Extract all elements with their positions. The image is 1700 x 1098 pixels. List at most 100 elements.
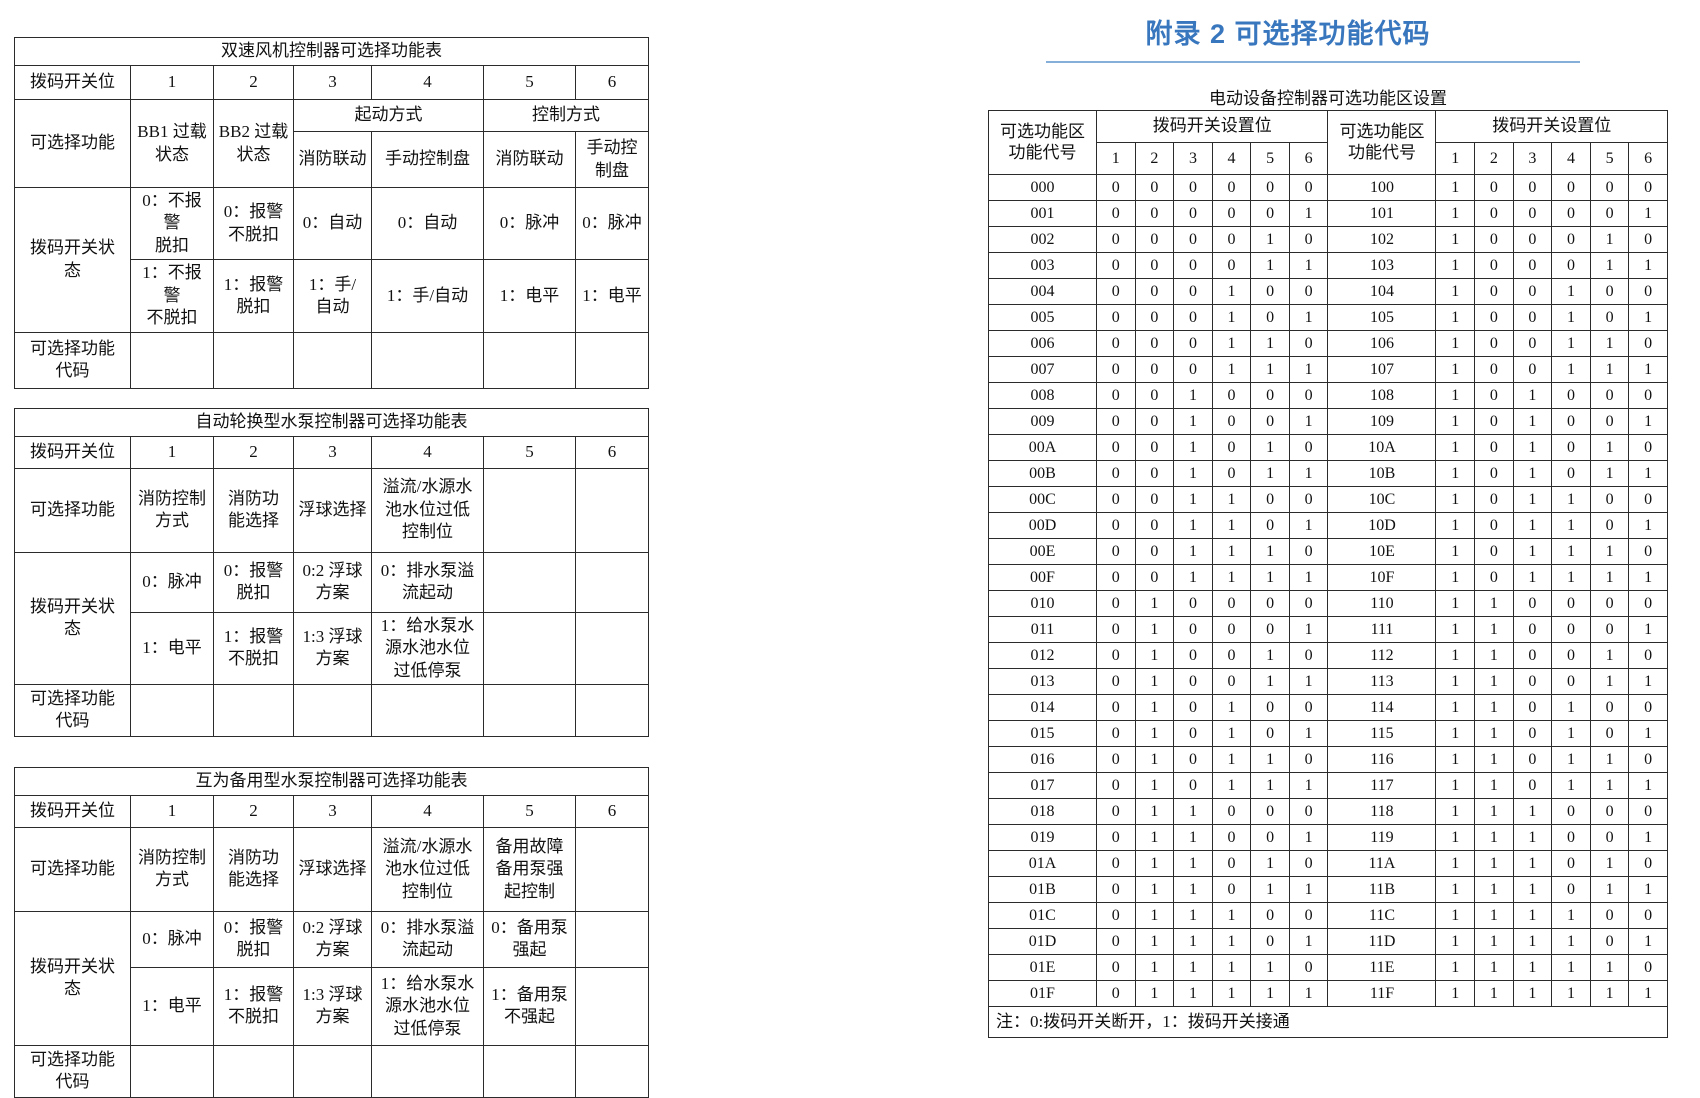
dip-bit-cell: 1 — [1211, 720, 1252, 747]
dip-bit-cell: 1 — [1288, 200, 1329, 227]
dip-position-cell: 6 — [574, 65, 650, 100]
dip-bit-cell: 0 — [1288, 486, 1329, 513]
dip-bit-cell: 1 — [1628, 928, 1668, 955]
dip-bit-cell: 0 — [1512, 356, 1553, 383]
dip-bit-cell: 0 — [1096, 824, 1136, 851]
function-cell: BB1 过载 状态 — [130, 99, 214, 188]
code-row: 015 0 1 0 1 0 1 115 1 1 0 1 0 1 — [988, 720, 1668, 747]
dip-bit-cell: 1 — [1211, 512, 1252, 539]
dip-bit-cell: 0 — [1134, 486, 1175, 513]
dip-position-cell: 5 — [483, 794, 576, 828]
dip-bit-cell: 0 — [1288, 382, 1329, 409]
dip-bit-cell: 0 — [1551, 850, 1591, 877]
dip-bit-cell: 0 — [1250, 486, 1290, 513]
dip-bit-cell: 1 — [1211, 538, 1252, 565]
function-cell — [483, 467, 576, 553]
dip-switch-header: 拨码开关设置位 — [1095, 110, 1329, 143]
function-sub-cell: 手动控制盘 — [371, 131, 484, 188]
code-entry-cell — [371, 1044, 484, 1098]
dip-bit-cell: 0 — [1551, 798, 1591, 825]
code-column-header: 可选功能区 功能代号 — [1327, 110, 1437, 175]
dip-bit-cell: 1 — [1173, 876, 1213, 903]
dip-bit-cell: 0 — [1173, 642, 1213, 669]
dip-bit-cell: 0 — [1551, 174, 1591, 201]
code-row: 00B 0 0 1 0 1 1 10B 1 0 1 0 1 1 — [988, 460, 1668, 487]
dip-bit-cell: 1 — [1288, 980, 1329, 1007]
dip-bit-cell: 1 — [1474, 876, 1514, 903]
dip-bit-cell: 0 — [1512, 252, 1553, 279]
dip-bit-cell: 0 — [1628, 850, 1668, 877]
function-cell: 浮球选择 — [293, 826, 372, 912]
dip-bit-cell: 0 — [1512, 694, 1553, 721]
function-row-label: 可选择功能 — [14, 826, 131, 912]
function-row-label: 可选择功能 — [14, 467, 131, 553]
dip-bit-cell: 0 — [1096, 980, 1136, 1007]
dip-bit-cell: 0 — [1173, 616, 1213, 643]
code-row: 018 0 1 1 0 0 0 118 1 1 1 0 0 0 — [988, 798, 1668, 825]
dip-bit-cell: 0 — [1173, 668, 1213, 695]
dip-bit-cell: 0 — [1096, 902, 1136, 929]
state-cell: 1：电平 — [483, 259, 576, 333]
dip-bit-cell: 0 — [1589, 200, 1630, 227]
dip-bit-cell: 0 — [1628, 174, 1668, 201]
dip-bit-cell: 1 — [1211, 928, 1252, 955]
function-code-cell: 018 — [988, 798, 1097, 825]
dip-bit-cell: 1 — [1435, 798, 1476, 825]
code-row: 014 0 1 0 1 0 0 114 1 1 0 1 0 0 — [988, 694, 1668, 721]
dip-bit-cell: 1 — [1474, 772, 1514, 799]
code-row: 01A 0 1 1 0 1 0 11A 1 1 1 0 1 0 — [988, 850, 1668, 877]
code-entry-cell — [293, 1044, 372, 1098]
function-code-cell: 01E — [988, 954, 1097, 981]
dip-bit-cell: 0 — [1096, 590, 1136, 617]
dip-position-cell: 5 — [483, 65, 576, 100]
dip-bit-cell: 1 — [1435, 772, 1476, 799]
dip-bit-cell: 0 — [1628, 538, 1668, 565]
dip-bit-cell: 1 — [1250, 460, 1290, 487]
dip-bit-cell: 1 — [1134, 928, 1175, 955]
dip-position-cell: 3 — [1512, 142, 1553, 175]
code-entry-cell — [574, 683, 650, 737]
dip-bit-cell: 0 — [1250, 694, 1290, 721]
dip-bit-cell: 1 — [1173, 382, 1213, 409]
table-footnote: 注：0:拨码开关断开，1：拨码开关接通 — [988, 1006, 1668, 1038]
state-row-label: 拨码开关状 态 — [14, 187, 131, 333]
dip-bit-cell: 1 — [1173, 486, 1213, 513]
dip-bit-cell: 1 — [1589, 980, 1630, 1007]
dip-bit-cell: 1 — [1211, 746, 1252, 773]
dip-position-cell: 5 — [1250, 142, 1290, 175]
dip-bit-cell: 1 — [1551, 746, 1591, 773]
dip-bit-cell: 0 — [1589, 902, 1630, 929]
dip-bit-cell: 1 — [1435, 980, 1476, 1007]
dip-bit-cell: 1 — [1628, 200, 1668, 227]
dip-bit-cell: 1 — [1589, 850, 1630, 877]
dip-bit-cell: 1 — [1551, 304, 1591, 331]
dip-bit-cell: 1 — [1474, 642, 1514, 669]
dip-bit-cell: 1 — [1551, 356, 1591, 383]
dip-bit-cell: 1 — [1134, 772, 1175, 799]
dip-bit-cell: 1 — [1512, 980, 1553, 1007]
function-code-cell: 00B — [988, 460, 1097, 487]
dip-bit-cell: 1 — [1288, 564, 1329, 591]
dip-bit-cell: 0 — [1134, 564, 1175, 591]
code-row: 00F 0 0 1 1 1 1 10F 1 0 1 1 1 1 — [988, 564, 1668, 591]
code-row: 001 0 0 0 0 0 1 101 1 0 0 0 0 1 — [988, 200, 1668, 227]
dip-bit-cell: 0 — [1250, 304, 1290, 331]
function-code-cell: 013 — [988, 668, 1097, 695]
dip-bit-cell: 0 — [1134, 278, 1175, 305]
dip-bit-cell: 1 — [1173, 512, 1213, 539]
dip-bit-cell: 0 — [1589, 720, 1630, 747]
function-code-table: 可选功能区 功能代号 拨码开关设置位 可选功能区 功能代号 拨码开关设置位 1 … — [988, 110, 1668, 1038]
dip-bit-cell: 0 — [1288, 434, 1329, 461]
dip-bit-cell: 1 — [1628, 408, 1668, 435]
dip-bit-cell: 1 — [1250, 564, 1290, 591]
dip-bit-cell: 1 — [1435, 902, 1476, 929]
function-code-cell: 102 — [1327, 226, 1437, 253]
appendix-title: 附录 2 可选择功能代码 — [1145, 19, 1431, 49]
dip-bit-cell: 0 — [1551, 200, 1591, 227]
dip-position-cell: 4 — [371, 435, 484, 469]
dip-bit-cell: 0 — [1211, 798, 1252, 825]
dip-bit-cell: 0 — [1288, 642, 1329, 669]
dip-bit-cell: 0 — [1134, 408, 1175, 435]
dip-bit-cell: 0 — [1288, 590, 1329, 617]
